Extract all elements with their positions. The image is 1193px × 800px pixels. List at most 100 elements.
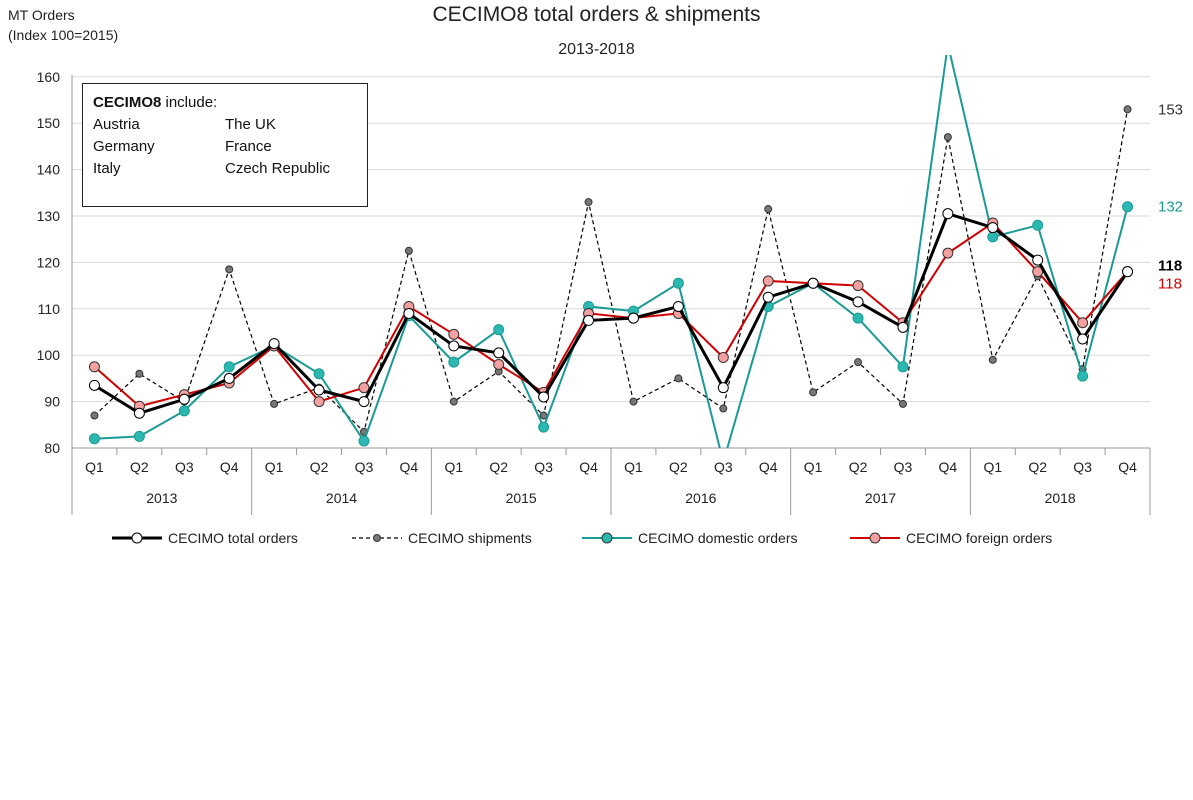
x-tick-label-quarter: Q1 xyxy=(983,459,1002,475)
x-tick-label-year: 2015 xyxy=(506,490,537,506)
data-point xyxy=(538,391,550,403)
data-point xyxy=(313,384,325,396)
chart-title: CECIMO8 total orders & shipments xyxy=(432,3,761,26)
data-point xyxy=(987,222,999,234)
data-point xyxy=(943,133,952,142)
y-tick-label: 120 xyxy=(37,254,61,270)
x-tick-label-year: 2013 xyxy=(146,490,177,506)
y-tick-label: 160 xyxy=(37,69,61,85)
data-point xyxy=(493,347,505,359)
x-tick-label-quarter: Q3 xyxy=(894,459,913,475)
x-tick-label-quarter: Q1 xyxy=(624,459,643,475)
data-point xyxy=(1077,317,1089,329)
data-point xyxy=(852,296,864,308)
data-point xyxy=(90,411,99,420)
x-tick-label-quarter: Q3 xyxy=(714,459,733,475)
x-tick-label-quarter: Q2 xyxy=(669,459,688,475)
end-value-label: 153 xyxy=(1158,101,1183,118)
series-line-cecimo-total-orders xyxy=(93,211,1129,415)
x-tick-label-quarter: Q4 xyxy=(400,459,419,475)
data-point xyxy=(225,265,234,274)
data-point xyxy=(897,361,909,373)
data-point xyxy=(133,407,145,419)
y-tick-label: 130 xyxy=(37,208,61,224)
data-point xyxy=(942,208,954,220)
data-point xyxy=(88,379,100,391)
data-point xyxy=(1077,370,1089,382)
data-point xyxy=(852,280,864,292)
data-point xyxy=(358,396,370,408)
legend-marker xyxy=(373,534,381,542)
data-point xyxy=(223,361,235,373)
legend-label: CECIMO domestic orders xyxy=(638,530,797,546)
x-tick-label-quarter: Q2 xyxy=(1028,459,1047,475)
data-point xyxy=(358,382,370,394)
data-point xyxy=(854,358,863,367)
data-point xyxy=(403,307,415,319)
data-point xyxy=(1122,266,1134,278)
series-line-cecimo-shipments xyxy=(94,109,1129,433)
country: Germany xyxy=(93,138,155,155)
country: Italy xyxy=(93,160,121,177)
data-point xyxy=(538,421,550,433)
annotation-heading-suffix: include: xyxy=(161,94,218,111)
annotation-heading: CECIMO8 xyxy=(93,94,162,111)
data-point xyxy=(717,382,729,394)
y-axis-label: MT Orders (Index 100=2015) xyxy=(8,5,118,45)
data-point xyxy=(1032,254,1044,266)
data-point xyxy=(629,397,638,406)
data-point xyxy=(449,397,458,406)
series-line-cecimo-foreign-orders xyxy=(93,221,1129,408)
legend-label: CECIMO shipments xyxy=(408,530,532,546)
data-point xyxy=(1032,219,1044,231)
data-point xyxy=(88,361,100,373)
x-tick-label-year: 2016 xyxy=(685,490,716,506)
end-value-label: 132 xyxy=(1158,199,1183,216)
legend-marker xyxy=(601,532,613,544)
x-tick-label-year: 2017 xyxy=(865,490,896,506)
data-point xyxy=(672,300,684,312)
x-tick-label-quarter: Q4 xyxy=(1118,459,1137,475)
data-point xyxy=(268,338,280,350)
x-tick-label-quarter: Q3 xyxy=(355,459,374,475)
chart-subtitle: 2013-2018 xyxy=(558,41,635,58)
x-tick-label-quarter: Q1 xyxy=(85,459,104,475)
data-point xyxy=(584,198,593,207)
x-tick-label-quarter: Q3 xyxy=(534,459,553,475)
x-tick-label-quarter: Q1 xyxy=(804,459,823,475)
data-point xyxy=(674,374,683,383)
data-point xyxy=(764,205,773,214)
data-point xyxy=(988,355,997,364)
data-point xyxy=(1077,333,1089,345)
data-point xyxy=(493,324,505,336)
data-point xyxy=(987,231,999,243)
annotation-box: CECIMO8 include: Austria The UK Germany Fr… xyxy=(82,83,368,207)
x-tick-label-quarter: Q2 xyxy=(849,459,868,475)
legend-label: CECIMO total orders xyxy=(168,530,298,546)
data-point xyxy=(897,321,909,333)
data-point xyxy=(762,275,774,287)
x-tick-label-quarter: Q2 xyxy=(489,459,508,475)
data-point xyxy=(852,312,864,324)
data-point xyxy=(719,404,728,413)
x-tick-label-quarter: Q1 xyxy=(444,459,463,475)
data-point xyxy=(313,368,325,380)
y-axis-label-line: MT Orders xyxy=(8,7,75,23)
data-point xyxy=(448,328,460,340)
y-tick-label: 90 xyxy=(44,394,60,410)
data-point xyxy=(404,246,413,255)
y-tick-label: 150 xyxy=(37,115,61,131)
x-tick-label-quarter: Q2 xyxy=(310,459,329,475)
data-point xyxy=(270,399,279,408)
x-tick-label-quarter: Q4 xyxy=(220,459,239,475)
data-point xyxy=(672,277,684,289)
x-tick-label-quarter: Q3 xyxy=(1073,459,1092,475)
legend-marker xyxy=(869,532,881,544)
country: The UK xyxy=(225,116,276,133)
data-point xyxy=(178,405,190,417)
data-point xyxy=(88,433,100,445)
x-tick-label-year: 2014 xyxy=(326,490,357,506)
data-point xyxy=(493,358,505,370)
data-point xyxy=(178,393,190,405)
